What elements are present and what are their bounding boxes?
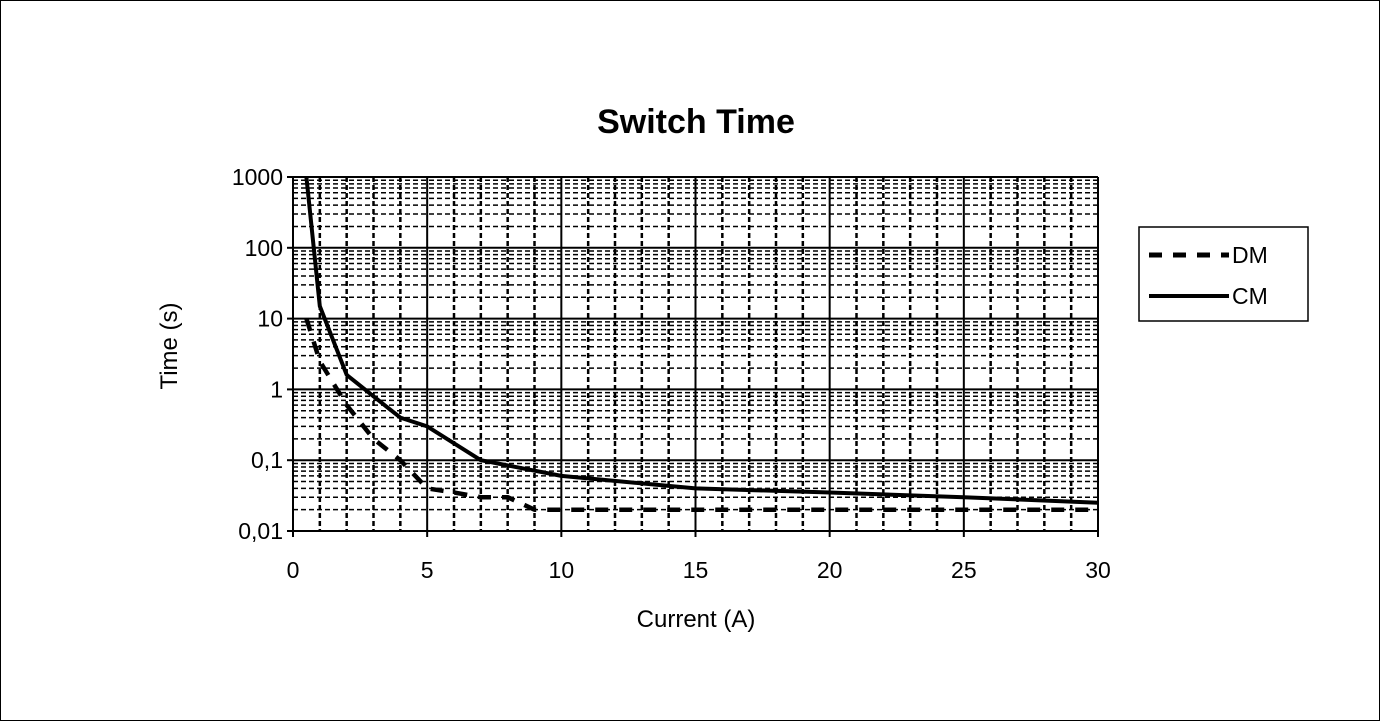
x-tick-label: 5 [421, 557, 434, 583]
y-tick-label: 0,01 [238, 518, 283, 544]
chart-title: Switch Time [597, 103, 795, 141]
tick-labels: 0 5 10 15 20 25 30 0,01 0,1 1 10 100 1000 [232, 164, 1111, 583]
x-tick-label: 30 [1085, 557, 1111, 583]
x-tick-label: 0 [287, 557, 300, 583]
x-axis-label: Current (A) [637, 606, 756, 633]
x-tick-label: 10 [549, 557, 575, 583]
x-tick-label: 20 [817, 557, 843, 583]
y-tick-label: 1 [270, 376, 283, 402]
axes [287, 176, 1099, 537]
x-tick-label: 25 [951, 557, 977, 583]
grid [293, 176, 1098, 531]
y-axis-label: Time (s) [156, 302, 183, 389]
legend: DM CM [1138, 226, 1309, 322]
series-line-cm [304, 176, 1099, 505]
series-line-dm [304, 317, 1098, 512]
legend-box [1138, 226, 1309, 322]
legend-label-cm: CM [1232, 283, 1268, 309]
y-tick-label: 10 [257, 306, 283, 332]
series [304, 176, 1099, 512]
y-tick-label: 100 [245, 235, 283, 261]
legend-label-dm: DM [1232, 242, 1268, 268]
y-tick-label: 1000 [232, 164, 283, 190]
y-tick-label: 0,1 [251, 447, 283, 473]
x-tick-label: 15 [683, 557, 709, 583]
